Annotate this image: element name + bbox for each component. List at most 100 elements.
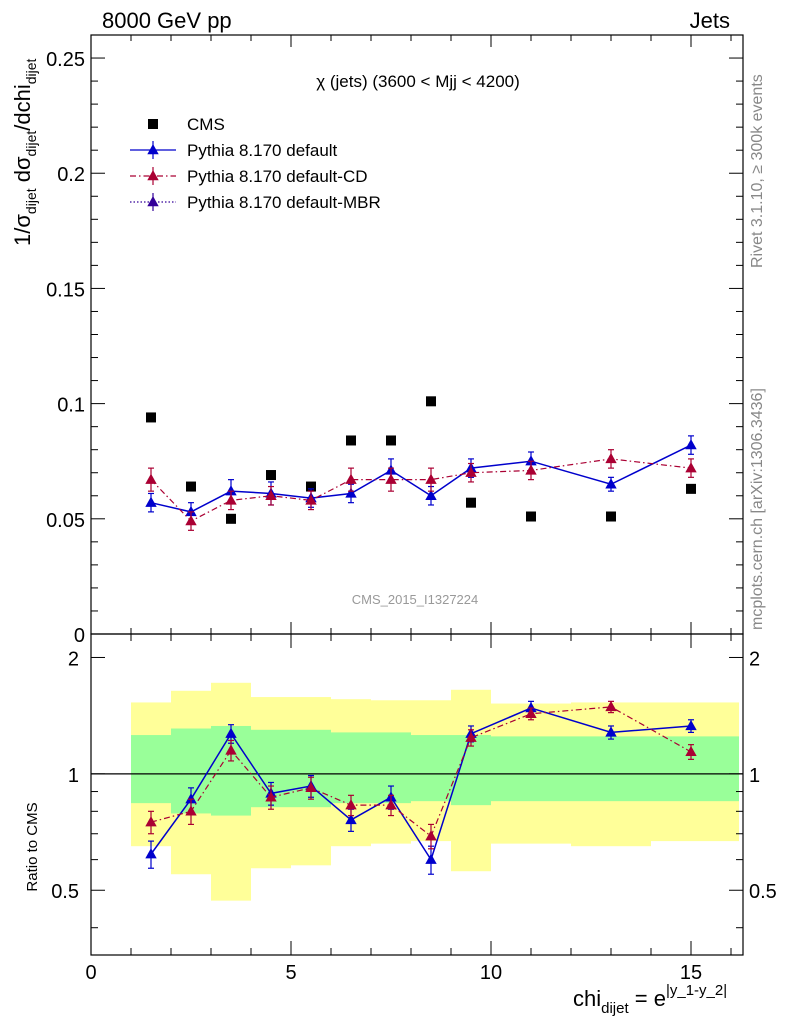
ratio-series-line xyxy=(150,707,692,862)
data-point-triangle xyxy=(225,494,237,505)
main-y-tick-label: 0.25 xyxy=(46,49,85,71)
ratio-y-tick-label-left: 1 xyxy=(68,765,79,787)
data-point-square xyxy=(186,481,196,492)
x-tick-label: 10 xyxy=(480,962,502,984)
ratio-data-point xyxy=(265,791,277,802)
ratio-data-point xyxy=(145,816,157,827)
series-cms xyxy=(146,396,696,524)
svg-text:1/σdijet dσdijet/dchidijet: 1/σdijet dσdijet/dchidijet xyxy=(10,58,39,246)
ratio-data-point xyxy=(185,805,197,816)
data-point-triangle xyxy=(185,515,197,526)
x-tick-label: 0 xyxy=(85,962,96,984)
data-point-triangle xyxy=(225,485,237,496)
inner-band xyxy=(331,732,371,804)
inner-band xyxy=(491,736,571,802)
data-point-triangle xyxy=(145,496,157,507)
data-point-triangle xyxy=(525,455,537,466)
data-point-triangle xyxy=(385,473,397,484)
legend-item: Pythia 8.170 default-CD xyxy=(130,167,368,186)
legend: CMS Pythia 8.170 default Pythia 8.170 defa… xyxy=(130,115,381,212)
ratio-data-point xyxy=(185,793,197,804)
data-point-triangle xyxy=(685,439,697,450)
ratio-data-point xyxy=(465,731,477,742)
ratio-data-point xyxy=(425,853,437,864)
data-point-triangle xyxy=(525,464,537,475)
ratio-y-tick-label-right: 2 xyxy=(749,648,760,670)
ratio-data-point xyxy=(605,726,617,737)
main-y-tick-label: 0.05 xyxy=(46,510,85,532)
ratio-y-axis-label: Ratio to CMS xyxy=(24,802,41,891)
data-point-triangle xyxy=(605,478,617,489)
legend-marker xyxy=(147,196,159,207)
main-y-tick-label: 0.1 xyxy=(57,395,85,417)
data-point-square xyxy=(386,435,396,446)
data-point-triangle xyxy=(185,505,197,517)
ratio-y-tick-label-right: 0.5 xyxy=(749,881,777,903)
data-point-square xyxy=(226,513,236,524)
data-point-square xyxy=(526,511,536,522)
data-point-square xyxy=(606,511,616,522)
ratio-data-point xyxy=(605,700,617,712)
legend-label: CMS xyxy=(187,115,225,134)
data-point-triangle xyxy=(465,466,477,477)
main-plot-area xyxy=(91,35,743,634)
legend-item: Pythia 8.170 default xyxy=(130,141,338,160)
ratio-frame xyxy=(90,633,744,956)
data-point-triangle xyxy=(145,473,157,484)
x-tick-label: 5 xyxy=(285,962,296,984)
x-axis-label: chidijet = e|y_1-y_2| xyxy=(573,982,727,1017)
inner-band xyxy=(571,736,651,802)
mcplots-label: mcplots.cern.ch [arXiv:1306.3436] xyxy=(749,388,766,630)
legend-marker xyxy=(148,119,158,129)
series-line xyxy=(150,458,692,522)
ratio-data-point xyxy=(145,848,157,859)
ratio-data-point xyxy=(345,799,357,810)
inner-band xyxy=(411,735,451,802)
data-point-square xyxy=(686,483,696,494)
ratio-series-pythia-8-170-default-cd xyxy=(145,700,697,850)
series-pythia-8-170-default-cd xyxy=(145,449,697,531)
data-point-triangle xyxy=(425,473,437,484)
ratio-y-tick-label-right: 1 xyxy=(749,765,760,787)
energy-label: 8000 GeV pp xyxy=(102,8,232,33)
svg-text:chidijet = e|y_1-y_2|: chidijet = e|y_1-y_2| xyxy=(573,982,727,1017)
data-point-square xyxy=(466,497,476,508)
legend-item: Pythia 8.170 default-MBR xyxy=(130,193,381,212)
ratio-y-tick-label-left: 0.5 xyxy=(51,881,79,903)
main-y-axis-label: 1/σdijet dσdijet/dchidijet xyxy=(10,58,39,246)
x-tick-label: 15 xyxy=(680,962,702,984)
ratio-data-point xyxy=(525,707,537,718)
ratio-panel: 0 5 10 15 0.5 0.5 1 1 2 2 xyxy=(51,633,777,984)
data-point-square xyxy=(306,481,316,492)
ratio-data-point xyxy=(385,799,397,810)
data-point-square xyxy=(266,470,276,481)
data-point-triangle xyxy=(265,489,277,500)
legend-item: CMS xyxy=(148,115,225,134)
data-point-triangle xyxy=(305,494,317,505)
legend-label: Pythia 8.170 default-MBR xyxy=(187,193,381,212)
inner-band xyxy=(651,736,739,802)
legend-marker xyxy=(147,144,159,155)
inner-band xyxy=(131,735,171,804)
main-y-tick-label: 0.15 xyxy=(46,279,85,301)
ratio-data-point xyxy=(425,830,437,841)
legend-label: Pythia 8.170 default-CD xyxy=(187,167,368,186)
legend-marker xyxy=(147,170,159,181)
ratio-data-point xyxy=(225,744,237,755)
series-line xyxy=(150,444,692,513)
data-point-triangle xyxy=(345,487,357,498)
ratio-data-point xyxy=(525,702,537,713)
ratio-data-point xyxy=(685,719,697,731)
data-point-triangle xyxy=(605,452,617,464)
main-panel: 0 0.05 0.1 0.15 0.2 0.25 xyxy=(46,34,744,647)
ratio-data-point xyxy=(345,813,357,825)
data-point-triangle xyxy=(685,462,697,473)
ratio-data-point xyxy=(225,727,237,738)
rivet-version-label: Rivet 3.1.10, ≥ 300k events xyxy=(749,74,766,268)
data-point-square xyxy=(426,396,436,407)
data-point-triangle xyxy=(345,473,357,484)
main-y-tick-label: 0.2 xyxy=(57,164,85,186)
data-point-square xyxy=(346,435,356,446)
ratio-data-point xyxy=(685,745,697,757)
